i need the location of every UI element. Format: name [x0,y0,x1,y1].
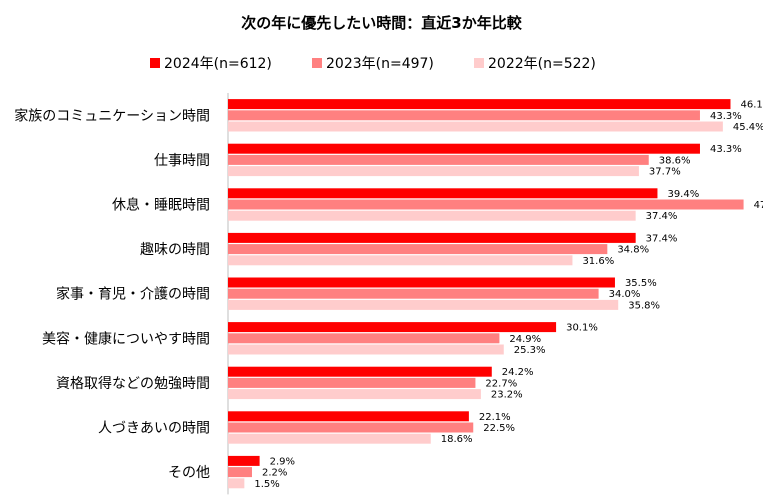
legend-item-2022: 2022年(n=522) [474,53,596,73]
legend-item-2024: 2024年(n=612) [150,53,272,73]
legend-label-2024: 2024年(n=612) [164,56,272,72]
data-label: 43.3% [710,111,742,122]
bar-2022-n-522- [228,255,573,266]
data-label: 31.6% [582,256,614,267]
bar-2024-n-612- [228,188,658,199]
data-label: 37.7% [649,167,681,178]
legend-item-2023: 2023年(n=497) [312,53,434,73]
bar-2024-n-612- [228,99,731,110]
data-label: 34.8% [617,245,649,256]
bar-2023-n-497- [228,467,252,478]
data-label: 22.1% [479,412,511,423]
legend: 2024年(n=612) 2023年(n=497) 2022年(n=522) [150,53,620,73]
data-label: 2.9% [270,456,295,467]
legend-swatch-2022 [474,58,484,68]
bar-2024-n-612- [228,322,557,333]
bar-2023-n-497- [228,377,476,388]
bar-2023-n-497- [228,199,744,210]
data-label: 1.5% [254,479,279,490]
bar-2022-n-522- [228,433,431,444]
category-label: 家事・育児・介護の時間 [56,286,210,303]
data-label: 43.3% [710,144,742,155]
data-label: 45.4% [733,122,763,133]
data-label: 22.5% [483,423,515,434]
data-label: 35.5% [625,278,657,289]
data-label: 2.2% [262,468,287,479]
bar-2023-n-497- [228,333,500,344]
category-label: 休息・睡眠時間 [112,197,210,214]
data-label: 25.3% [514,345,546,356]
bar-2023-n-497- [228,422,474,433]
data-label: 37.4% [646,211,678,222]
bar-2024-n-612- [228,411,469,422]
data-label: 24.9% [509,334,541,345]
data-label: 38.6% [659,155,691,166]
bar-2022-n-522- [228,478,245,489]
bar-2022-n-522- [228,344,504,355]
data-label: 18.6% [441,434,473,445]
bar-2024-n-612- [228,232,636,243]
bar-2023-n-497- [228,154,649,165]
data-label: 47.3% [754,200,763,211]
data-label: 34.0% [609,289,641,300]
bar-2022-n-522- [228,121,723,132]
data-label: 35.8% [628,300,660,311]
data-label: 24.2% [502,367,534,378]
data-label: 22.7% [485,378,517,389]
category-label: 仕事時間 [154,153,210,169]
category-label: その他 [168,465,210,481]
bar-2023-n-497- [228,288,599,299]
bar-2022-n-522- [228,299,619,310]
category-label: 美容・健康についやす時間 [42,330,210,347]
bar-2023-n-497- [228,110,700,121]
bar-2022-n-522- [228,166,639,177]
data-label: 39.4% [667,189,699,200]
data-label: 23.2% [491,390,523,401]
legend-label-2023: 2023年(n=497) [326,56,434,72]
legend-swatch-2024 [150,58,160,68]
legend-swatch-2023 [312,58,322,68]
bar-2024-n-612- [228,143,700,154]
bar-2023-n-497- [228,244,608,255]
category-label: 趣味の時間 [140,242,210,258]
category-label: 家族のコミュニケーション時間 [14,107,210,124]
bar-2024-n-612- [228,366,492,377]
category-label: 資格取得などの勉強時間 [56,375,210,392]
data-label: 37.4% [646,233,678,244]
data-label: 30.1% [566,323,598,334]
data-label: 46.1% [740,100,763,111]
category-label: 人づきあいの時間 [98,421,210,437]
bar-2022-n-522- [228,210,636,221]
bar-2024-n-612- [228,277,615,288]
legend-label-2022: 2022年(n=522) [488,56,596,72]
bar-2024-n-612- [228,455,260,466]
bar-2022-n-522- [228,389,481,400]
chart-title: 次の年に優先したい時間：直近3か年比較 [241,14,522,32]
